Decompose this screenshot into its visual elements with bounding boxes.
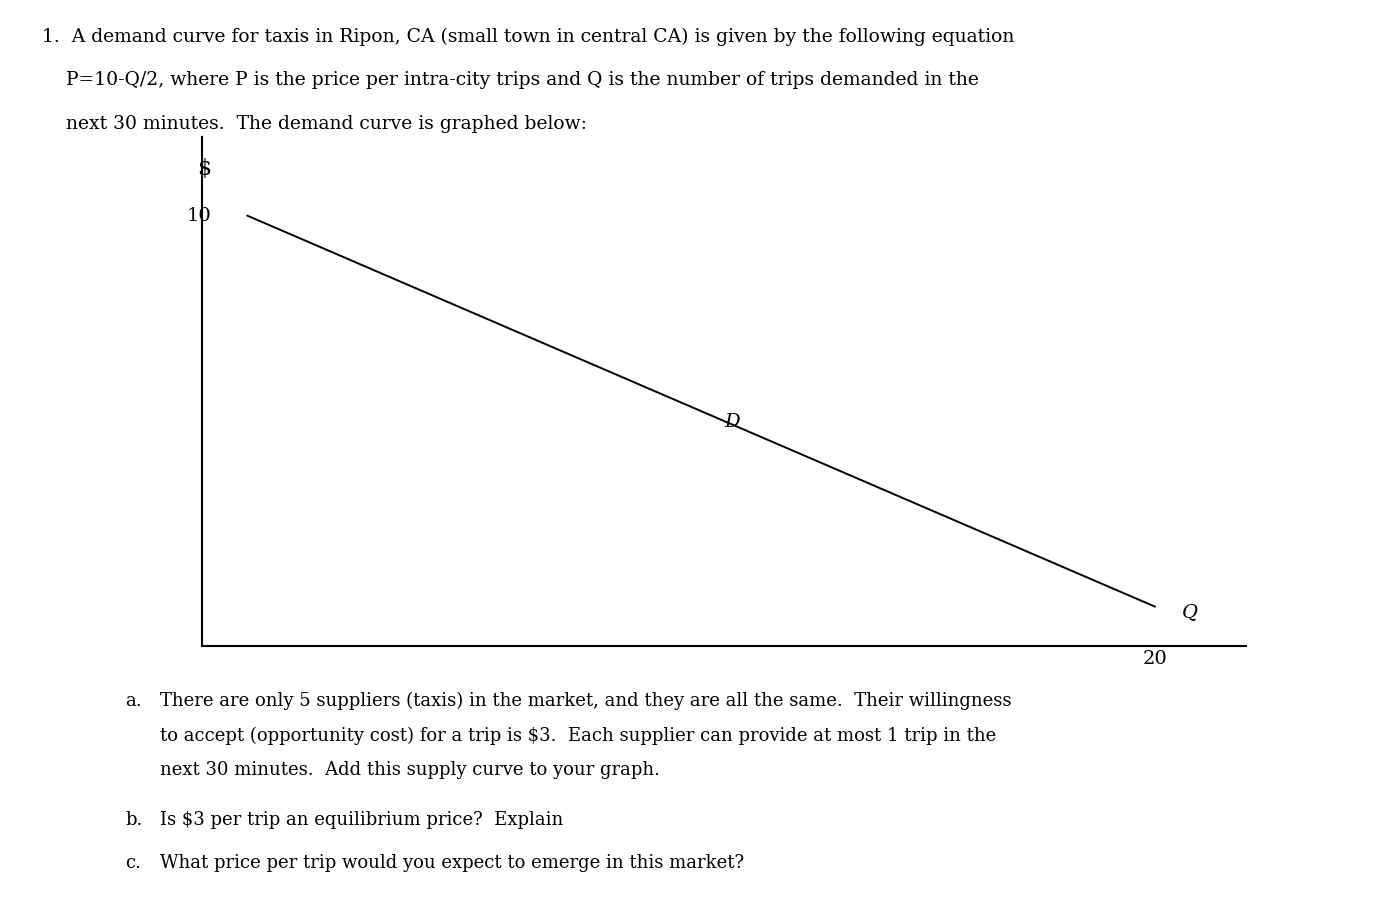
Text: D: D	[724, 413, 739, 431]
Text: 20: 20	[1143, 649, 1168, 668]
Text: c.: c.	[125, 854, 141, 872]
Text: b.: b.	[125, 811, 142, 829]
Text: a.: a.	[125, 692, 142, 710]
Text: P=10-Q/2, where P is the price per intra-city trips and Q is the number of trips: P=10-Q/2, where P is the price per intra…	[42, 71, 979, 90]
Text: next 30 minutes.  Add this supply curve to your graph.: next 30 minutes. Add this supply curve t…	[160, 761, 660, 780]
Text: Is $3 per trip an equilibrium price?  Explain: Is $3 per trip an equilibrium price? Exp…	[160, 811, 564, 829]
Text: to accept (opportunity cost) for a trip is $3.  Each supplier can provide at mos: to accept (opportunity cost) for a trip …	[160, 726, 997, 745]
Text: 1.  A demand curve for taxis in Ripon, CA (small town in central CA) is given by: 1. A demand curve for taxis in Ripon, CA…	[42, 27, 1015, 46]
Text: Q: Q	[1182, 604, 1199, 622]
Text: There are only 5 suppliers (taxis) in the market, and they are all the same.  Th: There are only 5 suppliers (taxis) in th…	[160, 692, 1012, 710]
Text: $: $	[196, 158, 212, 180]
Text: next 30 minutes.  The demand curve is graphed below:: next 30 minutes. The demand curve is gra…	[42, 115, 586, 134]
Text: What price per trip would you expect to emerge in this market?: What price per trip would you expect to …	[160, 854, 745, 872]
Text: 10: 10	[187, 207, 212, 224]
